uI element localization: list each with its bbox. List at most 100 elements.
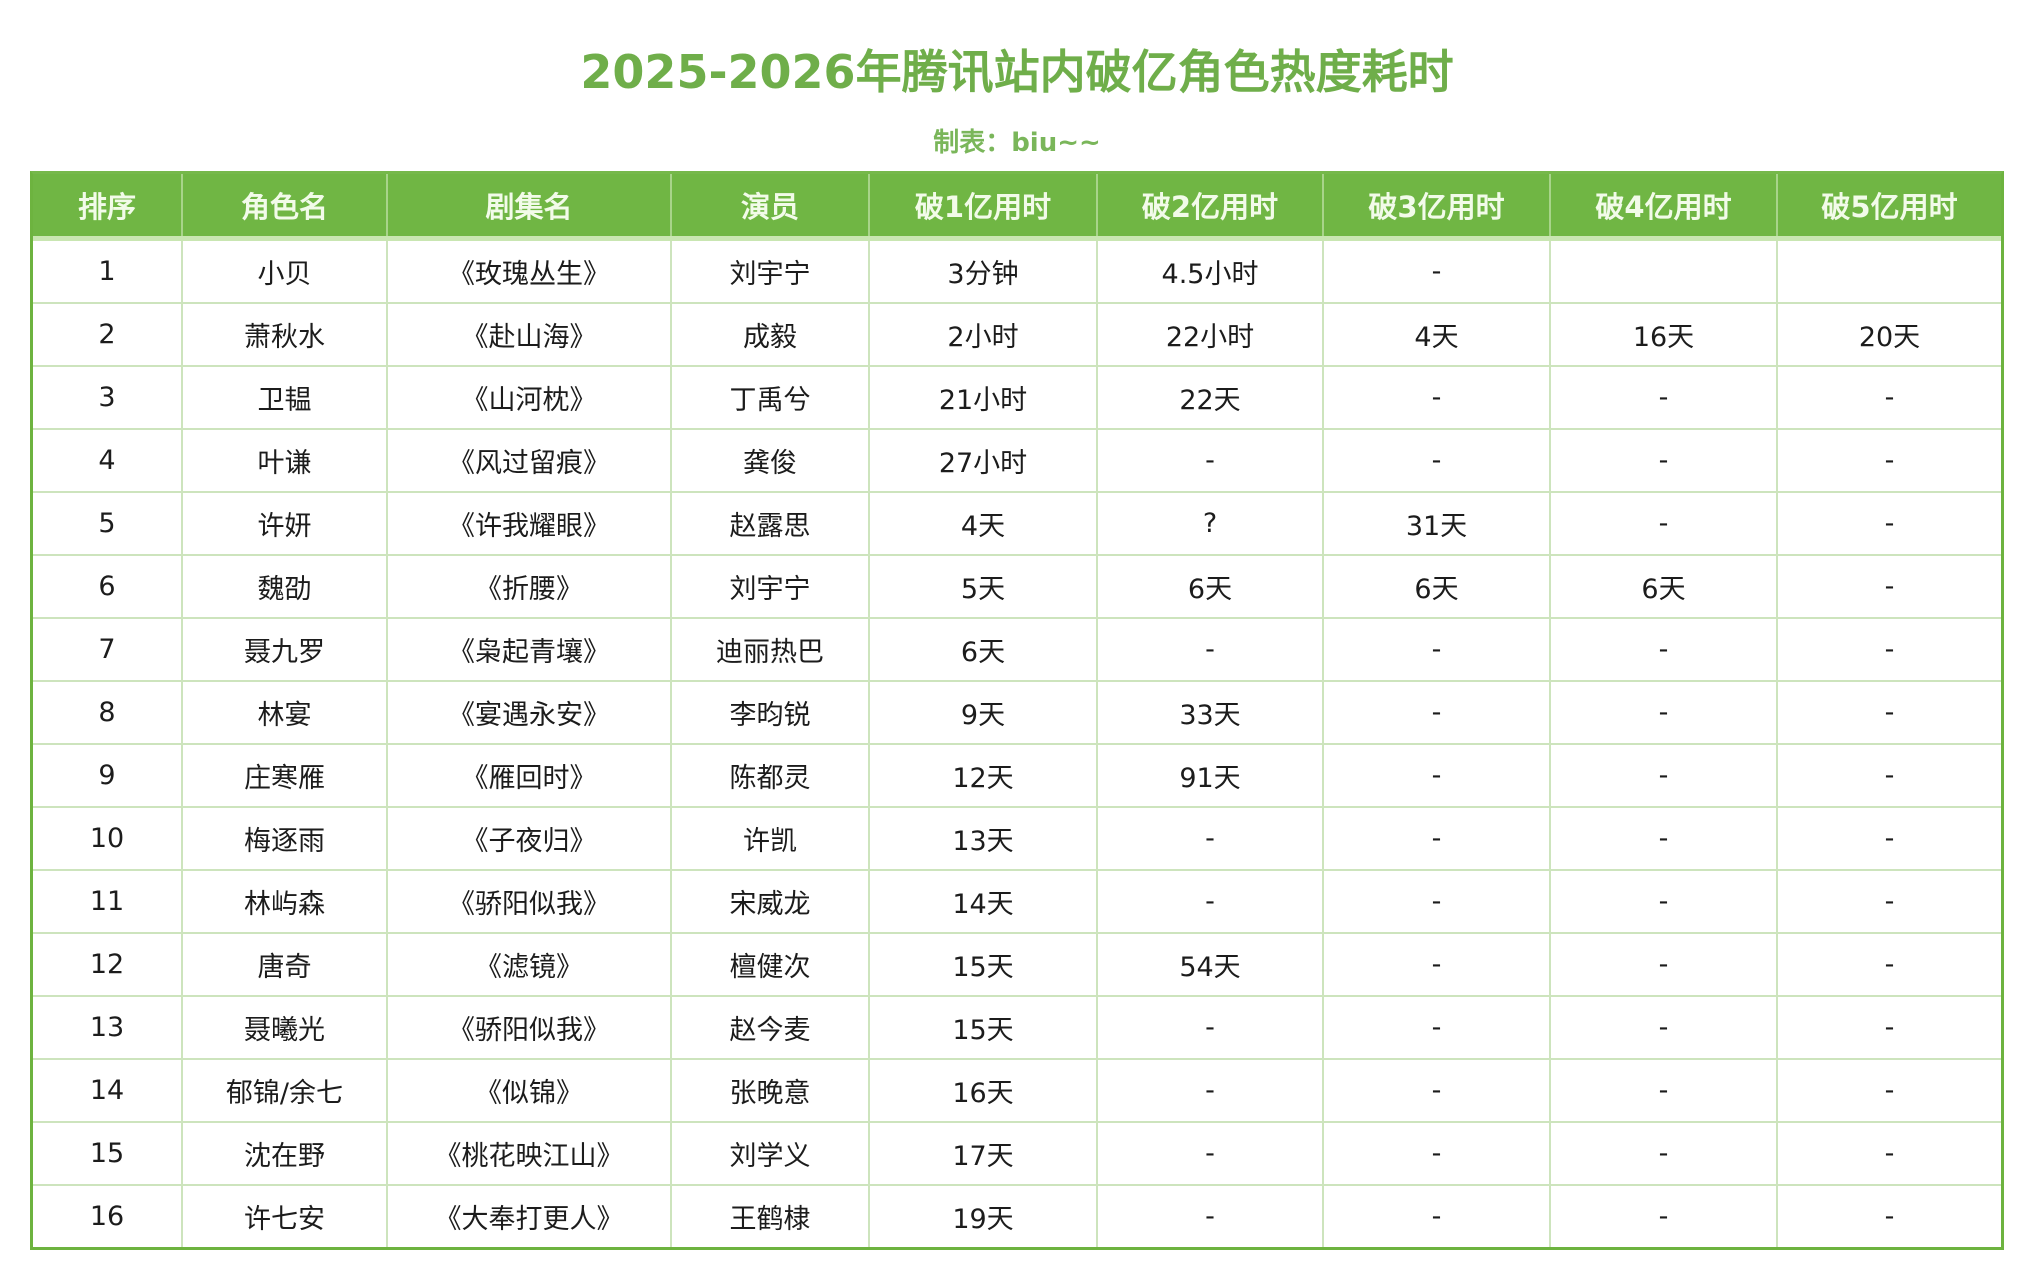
cell-time-300m: - xyxy=(1322,806,1551,871)
cell-drama: 《似锦》 xyxy=(386,1058,672,1123)
cell-time-500m xyxy=(1776,237,2001,304)
cell-time-200m: - xyxy=(1096,806,1324,871)
cell-actor: 迪丽热巴 xyxy=(670,617,870,682)
table-row: 2 萧秋水 《赴山海》 成毅 2小时 22小时 4天 16天 20天 xyxy=(33,302,2001,367)
cell-time-400m: 16天 xyxy=(1549,302,1778,367)
cell-rank: 3 xyxy=(33,365,183,430)
cell-drama: 《赴山海》 xyxy=(386,302,672,367)
table-row: 11 林屿森 《骄阳似我》 宋威龙 14天 - - - - xyxy=(33,869,2001,934)
cell-character: 魏劭 xyxy=(181,554,388,619)
cell-time-500m: - xyxy=(1776,491,2001,556)
header-500m-time: 破5亿用时 xyxy=(1776,174,2001,240)
cell-time-500m: - xyxy=(1776,617,2001,682)
cell-time-100m: 6天 xyxy=(868,617,1098,682)
cell-time-200m: - xyxy=(1096,617,1324,682)
cell-time-200m: - xyxy=(1096,995,1324,1060)
cell-actor: 刘学义 xyxy=(670,1121,870,1186)
cell-rank: 2 xyxy=(33,302,183,367)
cell-time-400m: - xyxy=(1549,806,1778,871)
cell-rank: 1 xyxy=(33,237,183,304)
cell-time-400m: - xyxy=(1549,680,1778,745)
cell-drama: 《枭起青壤》 xyxy=(386,617,672,682)
cell-rank: 11 xyxy=(33,869,183,934)
table-row: 5 许妍 《许我耀眼》 赵露思 4天? 31天 - - xyxy=(33,491,2001,556)
cell-time-500m: - xyxy=(1776,365,2001,430)
cell-time-400m: - xyxy=(1549,617,1778,682)
table-row: 3 卫韫 《山河枕》 丁禹兮 21小时 22天 - - - xyxy=(33,365,2001,430)
cell-time-400m: - xyxy=(1549,1184,1778,1247)
cell-time-100m: 4天 xyxy=(868,491,1098,556)
cell-time-300m: - xyxy=(1322,428,1551,493)
cell-rank: 6 xyxy=(33,554,183,619)
cell-time-200m: - xyxy=(1096,428,1324,493)
cell-time-200m: 33天 xyxy=(1096,680,1324,745)
header-100m-time: 破1亿用时 xyxy=(868,174,1098,240)
header-actor: 演员 xyxy=(670,174,870,240)
cell-drama: 《骄阳似我》 xyxy=(386,995,672,1060)
table-row: 4 叶谦 《风过留痕》 龚俊 27小时 - - - - xyxy=(33,428,2001,493)
cell-time-100m: 16天 xyxy=(868,1058,1098,1123)
cell-time-500m: - xyxy=(1776,932,2001,997)
cell-time-200m: 22天 xyxy=(1096,365,1324,430)
cell-drama: 《桃花映江山》 xyxy=(386,1121,672,1186)
cell-time-500m: 20天 xyxy=(1776,302,2001,367)
cell-time-300m: 4天 xyxy=(1322,302,1551,367)
cell-time-400m: - xyxy=(1549,743,1778,808)
table-row: 16 许七安 《大奉打更人》 王鹤棣 19天 - - - - xyxy=(33,1184,2001,1247)
cell-time-300m: - xyxy=(1322,237,1551,304)
cell-time-100m: 12天 xyxy=(868,743,1098,808)
header-200m-time: 破2亿用时 xyxy=(1096,174,1324,240)
cell-time-100m: 21小时 xyxy=(868,365,1098,430)
cell-time-300m: - xyxy=(1322,869,1551,934)
cell-time-100m: 2小时 xyxy=(868,302,1098,367)
table-header-row: 排序 角色名 剧集名 演员 破1亿用时 破2亿用时 破3亿用时 破4亿用时 破5… xyxy=(33,174,2001,240)
cell-time-200m: 54天 xyxy=(1096,932,1324,997)
cell-drama: 《山河枕》 xyxy=(386,365,672,430)
cell-time-400m: - xyxy=(1549,428,1778,493)
cell-time-500m: - xyxy=(1776,680,2001,745)
cell-time-500m: - xyxy=(1776,428,2001,493)
cell-time-400m: - xyxy=(1549,365,1778,430)
table-row: 14 郁锦/余七 《似锦》 张晚意 16天 - - - - xyxy=(33,1058,2001,1123)
table-row: 15 沈在野 《桃花映江山》 刘学义 17天 - - - - xyxy=(33,1121,2001,1186)
cell-time-300m: - xyxy=(1322,743,1551,808)
cell-character: 许妍 xyxy=(181,491,388,556)
cell-time-500m: - xyxy=(1776,554,2001,619)
cell-time-200m: 22小时 xyxy=(1096,302,1324,367)
table-row: 8 林宴 《宴遇永安》 李昀锐 9天 33天 - - - xyxy=(33,680,2001,745)
cell-time-100m: 5天 xyxy=(868,554,1098,619)
cell-character: 聂九罗 xyxy=(181,617,388,682)
table-row: 13 聂曦光 《骄阳似我》 赵今麦 15天 - - - - xyxy=(33,995,2001,1060)
cell-time-200m: ? xyxy=(1096,491,1324,556)
cell-time-300m: - xyxy=(1322,365,1551,430)
cell-actor: 赵今麦 xyxy=(670,995,870,1060)
ranking-table-container: 排序 角色名 剧集名 演员 破1亿用时 破2亿用时 破3亿用时 破4亿用时 破5… xyxy=(30,171,2004,1250)
cell-time-500m: - xyxy=(1776,1184,2001,1247)
cell-actor: 刘宇宁 xyxy=(670,554,870,619)
header-drama: 剧集名 xyxy=(386,174,672,240)
cell-time-100m: 14天 xyxy=(868,869,1098,934)
cell-time-400m: 6天 xyxy=(1549,554,1778,619)
cell-time-100m: 15天 xyxy=(868,995,1098,1060)
cell-drama: 《大奉打更人》 xyxy=(386,1184,672,1247)
cell-time-400m: - xyxy=(1549,1121,1778,1186)
cell-time-300m: - xyxy=(1322,932,1551,997)
header-300m-time: 破3亿用时 xyxy=(1322,174,1551,240)
cell-drama: 《许我耀眼》 xyxy=(386,491,672,556)
cell-time-300m: - xyxy=(1322,995,1551,1060)
cell-actor: 龚俊 xyxy=(670,428,870,493)
cell-actor: 成毅 xyxy=(670,302,870,367)
cell-character: 许七安 xyxy=(181,1184,388,1247)
cell-actor: 陈都灵 xyxy=(670,743,870,808)
cell-actor: 赵露思 xyxy=(670,491,870,556)
cell-character: 林宴 xyxy=(181,680,388,745)
cell-character: 萧秋水 xyxy=(181,302,388,367)
cell-time-200m: 91天 xyxy=(1096,743,1324,808)
cell-actor: 檀健次 xyxy=(670,932,870,997)
table-row: 9 庄寒雁 《雁回时》 陈都灵 12天 91天 - - - xyxy=(33,743,2001,808)
cell-time-100m: 17天 xyxy=(868,1121,1098,1186)
cell-time-300m: - xyxy=(1322,1058,1551,1123)
cell-character: 唐奇 xyxy=(181,932,388,997)
cell-time-400m: - xyxy=(1549,869,1778,934)
cell-rank: 14 xyxy=(33,1058,183,1123)
